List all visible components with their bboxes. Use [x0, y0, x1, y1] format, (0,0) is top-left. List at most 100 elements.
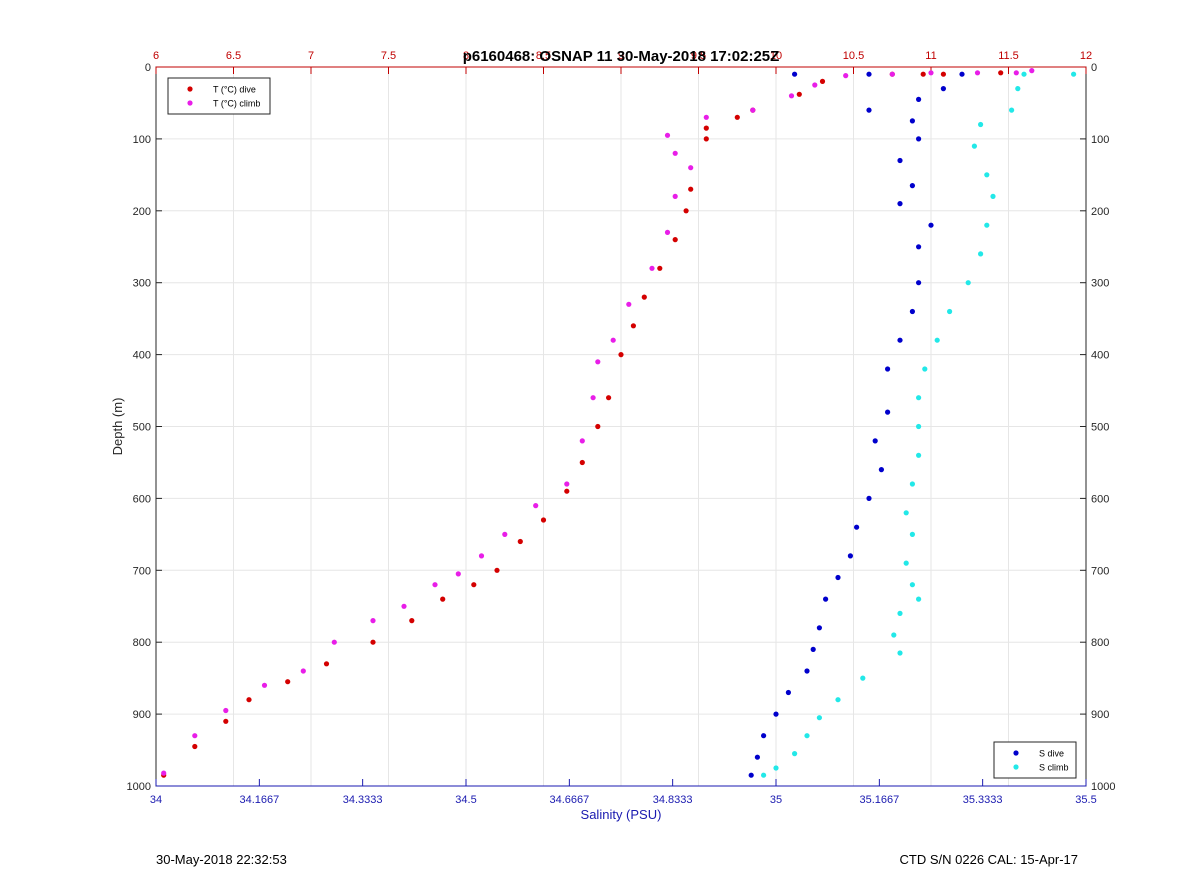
data-point — [897, 201, 903, 207]
y-tick-label-left: 100 — [133, 134, 151, 146]
data-point — [916, 423, 922, 430]
data-point — [903, 510, 909, 516]
data-point — [595, 423, 601, 430]
data-point — [792, 751, 798, 757]
data-point — [916, 280, 922, 286]
data-point — [928, 70, 934, 76]
data-point — [816, 625, 823, 631]
data-point — [897, 337, 903, 343]
data-point — [223, 718, 229, 724]
data-point — [984, 172, 990, 178]
data-point — [630, 323, 637, 329]
x-tick-label-salinity: 35.3333 — [963, 794, 1003, 806]
data-point — [984, 222, 990, 228]
series-s-climb — [761, 71, 1077, 778]
data-point — [761, 733, 767, 739]
data-point — [990, 193, 996, 199]
y-tick-label-right: 500 — [1091, 422, 1109, 434]
data-point — [974, 70, 981, 76]
y-tick-label-right: 600 — [1091, 493, 1109, 505]
x-tick-label-temperature: 8 — [463, 50, 469, 62]
y-tick-label-left: 900 — [133, 709, 151, 721]
data-point — [916, 395, 922, 401]
x-tick-label-temperature: 8.5 — [536, 50, 551, 62]
y-tick-label-right: 100 — [1091, 134, 1109, 146]
legend-marker — [187, 100, 193, 106]
data-point — [819, 78, 826, 84]
y-tick-label-left: 700 — [133, 565, 151, 577]
data-point — [916, 136, 922, 142]
x-tick-label-salinity: 35.1667 — [859, 794, 899, 806]
data-point — [909, 531, 916, 538]
data-point — [455, 571, 461, 577]
data-point — [478, 553, 485, 559]
data-point — [897, 610, 903, 617]
data-point — [860, 675, 866, 681]
data-point — [323, 661, 330, 667]
data-point — [533, 503, 539, 509]
y-tick-label-right: 700 — [1091, 565, 1109, 577]
data-point — [192, 743, 198, 750]
y-tick-label-left: 500 — [133, 422, 151, 434]
x-tick-label-salinity: 34.3333 — [343, 794, 383, 806]
data-point — [672, 237, 678, 243]
data-point — [916, 596, 922, 602]
y-tick-label-left: 600 — [133, 493, 151, 505]
data-point — [934, 337, 940, 343]
data-point — [823, 596, 829, 602]
data-point — [664, 132, 671, 138]
data-point — [812, 82, 818, 88]
data-point — [916, 244, 922, 250]
data-point — [1021, 71, 1027, 77]
data-point — [494, 567, 500, 573]
data-point — [810, 646, 816, 653]
y-tick-label-left: 200 — [133, 206, 151, 218]
data-point — [804, 668, 810, 674]
data-point — [748, 772, 754, 778]
data-point — [683, 208, 689, 214]
y-tick-label-right: 0 — [1091, 62, 1097, 74]
data-point — [773, 711, 779, 717]
data-point — [672, 150, 678, 156]
data-point — [796, 91, 802, 97]
x-tick-label-salinity: 35.5 — [1075, 794, 1096, 806]
data-point — [866, 495, 872, 501]
legend-label: T (°C) dive — [213, 85, 256, 95]
data-point — [998, 70, 1004, 76]
data-point — [878, 467, 885, 473]
data-point — [835, 697, 841, 703]
legend-salinity: S dive S climb — [993, 741, 1077, 779]
x-tick-label-salinity: 34.6667 — [549, 794, 589, 806]
data-point — [331, 639, 337, 645]
y-tick-label-right: 200 — [1091, 206, 1109, 218]
data-point — [734, 114, 740, 120]
data-point — [300, 668, 306, 674]
y-tick-label-right: 1000 — [1091, 781, 1115, 793]
data-point — [664, 229, 671, 235]
data-point — [192, 733, 198, 739]
data-points — [161, 68, 1077, 778]
data-point — [978, 121, 984, 128]
legend-label: T (°C) climb — [213, 99, 260, 109]
x-tick-label-salinity: 34.5 — [455, 794, 476, 806]
data-point — [792, 71, 798, 77]
x-tick-label-temperature: 6.5 — [226, 50, 241, 62]
series-t-c-dive — [161, 70, 1004, 778]
x-tick-label-temperature: 11.5 — [998, 50, 1019, 62]
data-point — [928, 222, 934, 228]
x-tick-label-temperature: 10.5 — [843, 50, 864, 62]
footer-timestamp: 30-May-2018 22:32:53 — [156, 852, 287, 867]
series-t-c-climb — [161, 68, 1035, 776]
data-point — [761, 772, 767, 778]
legend-marker — [187, 86, 193, 92]
data-point — [940, 86, 947, 92]
y-tick-label-left: 1000 — [127, 781, 151, 793]
chart-title: p6160468: OSNAP 11 30-May-2018 17:02:25Z — [463, 48, 780, 65]
data-point — [804, 733, 810, 739]
data-point — [940, 71, 947, 77]
data-point — [885, 409, 891, 415]
x-tick-label-temperature: 9.5 — [691, 50, 706, 62]
data-point — [854, 524, 860, 530]
data-point — [649, 265, 655, 271]
